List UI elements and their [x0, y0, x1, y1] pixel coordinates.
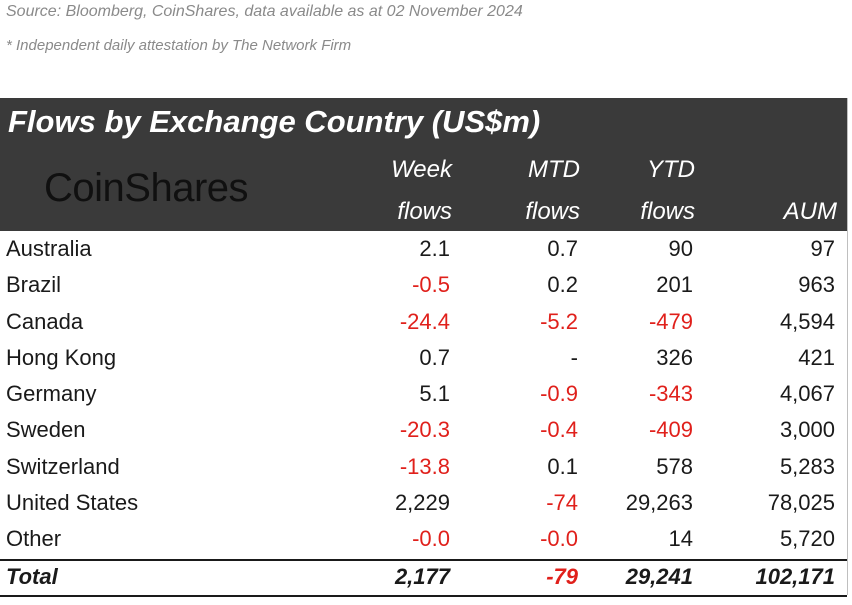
col-ytd-header-top: YTD — [647, 156, 695, 183]
cell-mtd-flows: -0.4 — [540, 417, 578, 443]
table-row: United States 2,229 -74 29,263 78,025 — [0, 485, 847, 521]
right-border — [847, 98, 848, 595]
table-title: Flows by Exchange Country (US$m) — [8, 104, 541, 139]
cell-aum: 4,067 — [779, 381, 835, 407]
cell-aum: 963 — [798, 272, 835, 298]
col-mtd-header-bottom: flows — [525, 198, 580, 225]
col-aum-header: AUM — [783, 198, 837, 225]
table-row: Australia 2.1 0.7 90 97 — [0, 231, 847, 267]
cell-aum: 5,720 — [779, 526, 835, 552]
cell-week-flows: 2,229 — [394, 490, 450, 516]
cell-mtd-flows: 0.1 — [547, 453, 578, 479]
country-label: Switzerland — [6, 453, 120, 479]
col-mtd-header-top: MTD — [528, 156, 580, 183]
cell-ytd-flows: 14 — [668, 526, 693, 552]
cell-aum: 421 — [798, 344, 835, 370]
col-week-header-bottom: flows — [397, 198, 452, 225]
table-row: Germany 5.1 -0.9 -343 4,067 — [0, 376, 847, 412]
cell-week-flows: -0.5 — [412, 272, 450, 298]
total-week-flows: 2,177 — [394, 564, 450, 589]
table-row: Brazil -0.5 0.2 201 963 — [0, 267, 847, 303]
total-top-rule — [0, 559, 847, 561]
attestation-note: * Independent daily attestation by The N… — [6, 37, 352, 54]
cell-aum: 78,025 — [767, 490, 835, 516]
table-header: Flows by Exchange Country (US$m) CoinSha… — [0, 98, 847, 231]
cell-ytd-flows: 201 — [656, 272, 693, 298]
cell-ytd-flows: 578 — [656, 453, 693, 479]
cell-mtd-flows: -5.2 — [540, 308, 578, 334]
total-ytd-flows: 29,241 — [625, 564, 693, 589]
cell-mtd-flows: -0.9 — [540, 381, 578, 407]
cell-week-flows: -13.8 — [399, 453, 450, 479]
cell-ytd-flows: 326 — [656, 344, 693, 370]
table-row: Canada -24.4 -5.2 -479 4,594 — [0, 304, 847, 340]
coinshares-logo: CoinShares — [44, 166, 249, 210]
country-label: Other — [6, 526, 62, 552]
source-note: Source: Bloomberg, CoinShares, data avai… — [6, 3, 523, 20]
total-row: Total 2,177 -79 29,241 102,171 — [0, 561, 847, 595]
cell-week-flows: -0.0 — [412, 526, 450, 552]
country-label: United States — [6, 490, 139, 516]
table-row: Switzerland -13.8 0.1 578 5,283 — [0, 449, 847, 485]
total-label: Total — [6, 564, 58, 589]
cell-mtd-flows: 0.2 — [547, 272, 578, 298]
cell-mtd-flows: 0.7 — [547, 236, 578, 261]
cell-ytd-flows: -479 — [648, 308, 693, 334]
cell-ytd-flows: -343 — [648, 381, 693, 407]
cell-mtd-flows: -0.0 — [540, 526, 578, 552]
cell-week-flows: -24.4 — [399, 308, 450, 334]
cell-aum: 4,594 — [779, 308, 835, 334]
country-label: Canada — [6, 308, 84, 334]
total-aum: 102,171 — [755, 564, 835, 589]
cell-ytd-flows: 90 — [668, 236, 693, 261]
country-label: Brazil — [6, 272, 62, 298]
table-row: Sweden -20.3 -0.4 -409 3,000 — [0, 412, 847, 448]
col-week-header-top: Week — [391, 156, 452, 183]
table-row: Other -0.0 -0.0 14 5,720 — [0, 521, 847, 557]
table-body: Australia 2.1 0.7 90 97 Brazil -0.5 0.2 201 963 Ca… — [0, 231, 847, 558]
cell-aum: 5,283 — [779, 453, 835, 479]
country-label: Hong Kong — [6, 344, 117, 370]
cell-week-flows: 0.7 — [419, 344, 450, 370]
cell-aum: 3,000 — [779, 417, 835, 443]
cell-week-flows: -20.3 — [399, 417, 450, 443]
cell-week-flows: 5.1 — [419, 381, 450, 407]
country-label: Germany — [6, 381, 97, 407]
cell-aum: 97 — [810, 236, 835, 261]
cell-week-flows: 2.1 — [419, 236, 450, 261]
total-bottom-rule — [0, 595, 847, 597]
table-row: Hong Kong 0.7 - 326 421 — [0, 340, 847, 376]
cell-ytd-flows: -409 — [648, 417, 693, 443]
country-label: Sweden — [6, 417, 86, 443]
cell-ytd-flows: 29,263 — [625, 490, 693, 516]
col-ytd-header-bottom: flows — [640, 198, 695, 225]
cell-mtd-flows: -74 — [546, 490, 578, 516]
cell-mtd-flows: - — [570, 344, 578, 370]
country-label: Australia — [6, 236, 92, 261]
total-mtd-flows: -79 — [546, 564, 578, 589]
